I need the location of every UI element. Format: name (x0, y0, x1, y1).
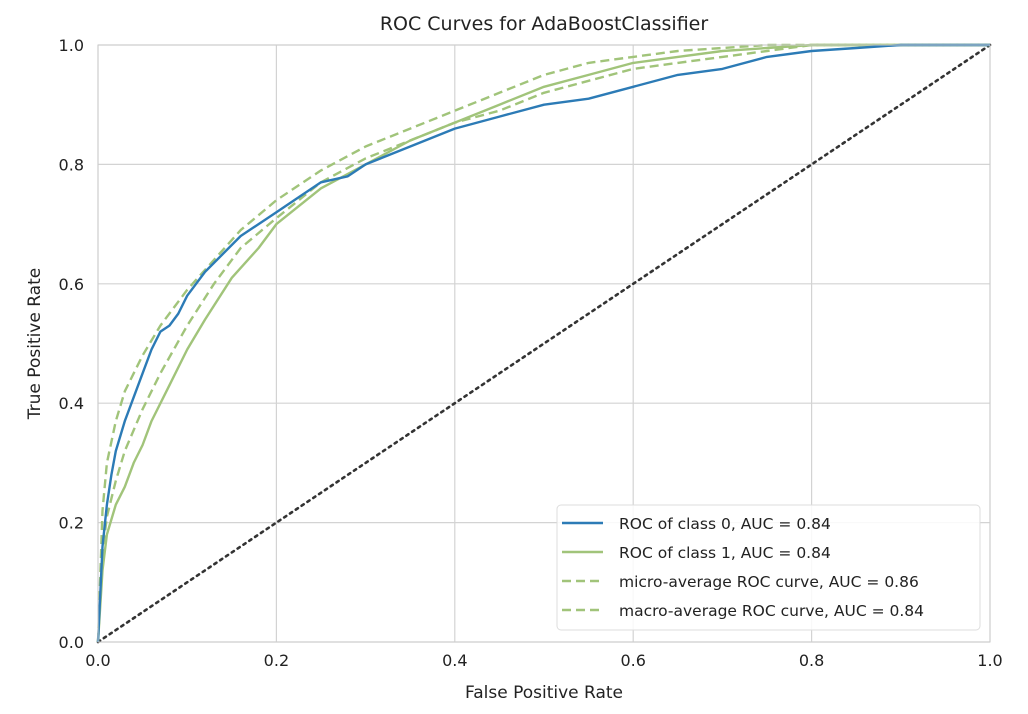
x-tick-label: 1.0 (977, 651, 1002, 670)
y-tick-label: 0.6 (59, 275, 84, 294)
y-tick-label: 0.2 (59, 514, 84, 533)
roc-series-line-3 (96, 43, 990, 643)
legend: ROC of class 0, AUC = 0.84 ROC of class 1… (556, 504, 981, 631)
legend-box (556, 504, 981, 631)
roc-series-line-2 (96, 43, 990, 643)
y-ticks: 0.0 0.2 0.4 0.6 0.8 1.0 (59, 36, 84, 652)
y-tick-label: 0.0 (59, 633, 84, 652)
y-tick-label: 0.4 (59, 394, 84, 413)
series-lines (96, 43, 992, 644)
grid (97, 44, 991, 643)
x-ticks: 0.0 0.2 0.4 0.6 0.8 1.0 (85, 651, 1002, 670)
legend-label: ROC of class 0, AUC = 0.84 (619, 515, 831, 533)
y-tick-label: 0.8 (59, 155, 84, 174)
roc-series-line-0 (96, 43, 990, 643)
legend-label: ROC of class 1, AUC = 0.84 (619, 544, 831, 562)
plot-frame (97, 44, 991, 643)
x-tick-label: 0.0 (85, 651, 110, 670)
x-axis-title: False Positive Rate (465, 683, 623, 703)
x-tick-label: 0.8 (799, 651, 824, 670)
x-tick-label: 0.6 (620, 651, 645, 670)
x-tick-label: 0.2 (264, 651, 289, 670)
roc-series-line-1 (96, 43, 990, 643)
x-tick-label: 0.4 (442, 651, 467, 670)
legend-label: micro-average ROC curve, AUC = 0.86 (619, 573, 919, 591)
legend-label: macro-average ROC curve, AUC = 0.84 (619, 602, 924, 620)
y-tick-label: 1.0 (59, 36, 84, 55)
y-axis-title: True Positive Rate (25, 268, 45, 420)
chart-title: ROC Curves for AdaBoostClassifier (380, 13, 709, 35)
